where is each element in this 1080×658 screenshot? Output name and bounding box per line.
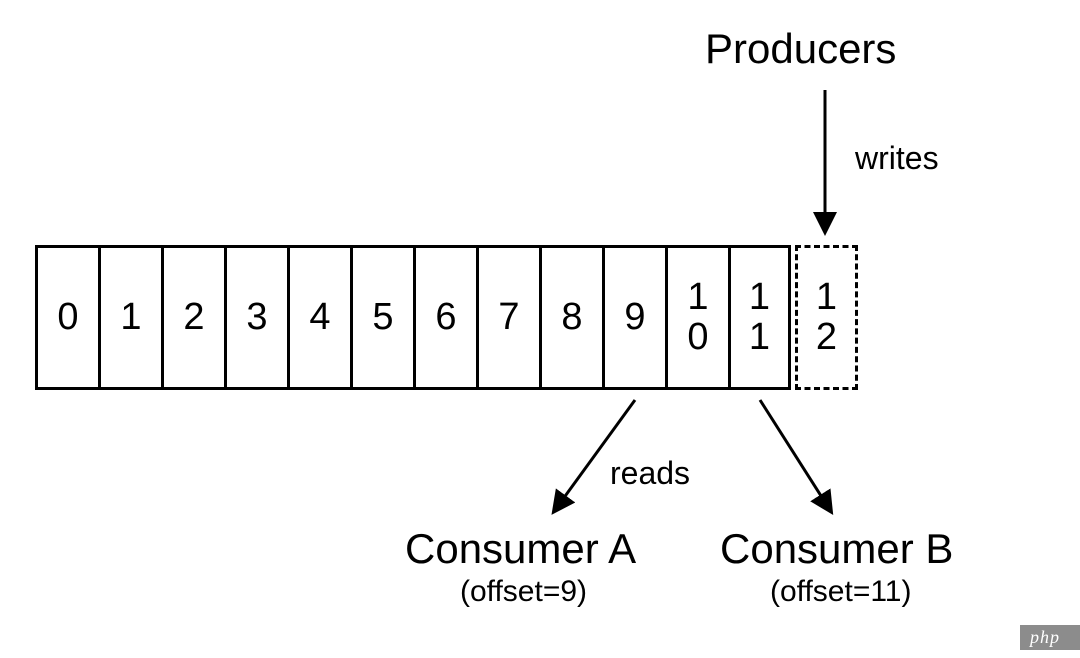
partition-cell: 1	[98, 245, 161, 390]
consumer-a-offset: (offset=9)	[460, 575, 587, 609]
consumer-a-label: Consumer A	[405, 525, 636, 573]
consumer-b-offset: (offset=11)	[770, 575, 911, 609]
partition-cell: 1 0	[665, 245, 728, 390]
diagram-stage: Producers writes 01234567891 01 11 2 rea…	[0, 0, 1080, 658]
partition-cell: 1 2	[795, 245, 858, 390]
partition-cell: 6	[413, 245, 476, 390]
partition-cell: 7	[476, 245, 539, 390]
partition-cell: 2	[161, 245, 224, 390]
partition-cell: 9	[602, 245, 665, 390]
watermark: php	[1020, 625, 1080, 650]
partition-cell: 1 1	[728, 245, 791, 390]
partition-cells: 01234567891 01 11 2	[35, 245, 858, 390]
partition-cell: 8	[539, 245, 602, 390]
partition-cell: 5	[350, 245, 413, 390]
partition-cell: 3	[224, 245, 287, 390]
consumer-b-label: Consumer B	[720, 525, 953, 573]
reads-label: reads	[610, 455, 690, 492]
writes-label: writes	[855, 140, 939, 177]
producers-label: Producers	[705, 25, 896, 73]
reads-arrow-b	[760, 400, 830, 510]
partition-cell: 0	[35, 245, 98, 390]
partition-cell: 4	[287, 245, 350, 390]
